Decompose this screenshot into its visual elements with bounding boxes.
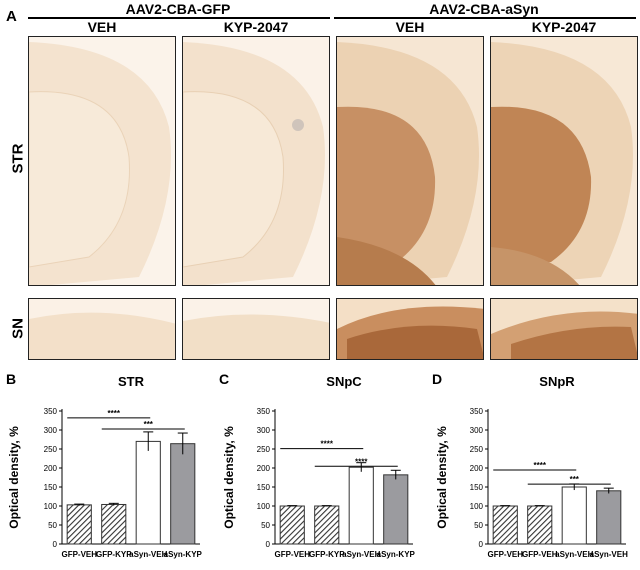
x-tick-label: GFP-VEH [274, 550, 310, 559]
y-axis-label: Optical density, % [7, 426, 21, 529]
x-tick-label: GFP-VEH [487, 550, 523, 559]
y-tick-label: 300 [470, 426, 484, 435]
y-tick-label: 50 [261, 521, 270, 530]
chart-title: SNpR [539, 374, 575, 389]
row-label-sn: SN [9, 318, 27, 339]
chart-c: C SNpC Optical density, % 0 50 100 150 200 250 30… [219, 371, 416, 559]
x-tick-label: aSyn-KYP [377, 550, 416, 559]
y-tick-label: 150 [470, 483, 484, 492]
column-title-asyn-kyp: KYP-2047 [531, 19, 597, 35]
x-tick-label: GFP-KYP [309, 550, 345, 559]
y-tick-label: 100 [470, 502, 484, 511]
significance-label: *** [570, 475, 580, 484]
bar [279, 505, 305, 545]
y-tick-label: 200 [257, 464, 271, 473]
y-tick-label: 250 [257, 445, 271, 454]
bar [383, 474, 409, 545]
sn-image-gfp-kyp [182, 298, 330, 360]
bar [170, 443, 196, 545]
bar [135, 440, 161, 545]
bar [492, 505, 518, 545]
column-title-gfp-veh: VEH [87, 19, 117, 35]
y-tick-label: 250 [44, 445, 58, 454]
x-tick-label: GFP-VEH [522, 550, 558, 559]
y-axis-label: Optical density, % [222, 426, 236, 529]
y-tick-label: 50 [474, 521, 483, 530]
panel-letter: C [219, 371, 229, 387]
bar [596, 490, 622, 545]
panel-letter-a: A [6, 8, 17, 25]
x-tick-label: aSyn-VEH [555, 550, 593, 559]
y-tick-label: 150 [257, 483, 271, 492]
significance-label: **** [321, 440, 334, 449]
str-image-asyn-veh [336, 36, 484, 286]
panel-letter: B [6, 371, 16, 387]
y-tick-label: 0 [266, 540, 271, 549]
str-image-gfp-veh [28, 36, 176, 286]
y-tick-label: 200 [470, 464, 484, 473]
y-tick-label: 250 [470, 445, 484, 454]
y-tick-label: 50 [48, 521, 57, 530]
group-rule-gfp [28, 17, 330, 19]
y-axis-label: Optical density, % [435, 426, 449, 529]
y-tick-label: 100 [257, 502, 271, 511]
bar [101, 503, 127, 545]
bar [348, 466, 374, 545]
group-title-gfp: AAV2-CBA-GFP [125, 1, 231, 17]
panel-letter: D [432, 371, 442, 387]
significance-label: **** [108, 409, 121, 418]
x-tick-label: aSyn-VEH [590, 550, 628, 559]
str-image-asyn-kyp [490, 36, 638, 286]
y-tick-label: 350 [470, 407, 484, 416]
y-tick-label: 150 [44, 483, 58, 492]
column-title-asyn-veh: VEH [395, 19, 425, 35]
significance-label: **** [534, 461, 547, 470]
x-tick-label: aSyn-VEH [129, 550, 167, 559]
x-tick-label: GFP-KYP [96, 550, 132, 559]
bar [314, 505, 340, 545]
y-tick-label: 350 [257, 407, 271, 416]
chart-title: SNpC [326, 374, 362, 389]
x-tick-label: GFP-VEH [61, 550, 97, 559]
column-title-gfp-kyp: KYP-2047 [223, 19, 289, 35]
bar [66, 504, 92, 545]
bar [527, 505, 553, 545]
chart-title: STR [118, 374, 145, 389]
row-label-str: STR [9, 143, 27, 174]
y-tick-label: 200 [44, 464, 58, 473]
x-tick-label: aSyn-KYP [164, 550, 203, 559]
group-rule-asyn [334, 17, 636, 19]
x-tick-label: aSyn-VEH [342, 550, 380, 559]
chart-b: B STR Optical density, % 0 50 100 150 200 250 300… [6, 371, 203, 559]
y-tick-label: 300 [257, 426, 271, 435]
y-tick-label: 0 [479, 540, 484, 549]
significance-label: **** [355, 457, 368, 466]
chart-d: D SNpR Optical density, % 0 50 100 150 200 250 30… [432, 371, 628, 559]
sn-image-asyn-veh [336, 298, 484, 360]
y-tick-label: 350 [44, 407, 58, 416]
y-tick-label: 100 [44, 502, 58, 511]
sn-image-asyn-kyp [490, 298, 638, 360]
group-title-asyn: AAV2-CBA-aSyn [429, 1, 539, 17]
y-tick-label: 0 [53, 540, 58, 549]
sn-image-gfp-veh [28, 298, 176, 360]
y-tick-label: 300 [44, 426, 58, 435]
str-image-gfp-kyp [182, 36, 330, 286]
bar [561, 486, 587, 545]
significance-label: *** [144, 420, 154, 429]
